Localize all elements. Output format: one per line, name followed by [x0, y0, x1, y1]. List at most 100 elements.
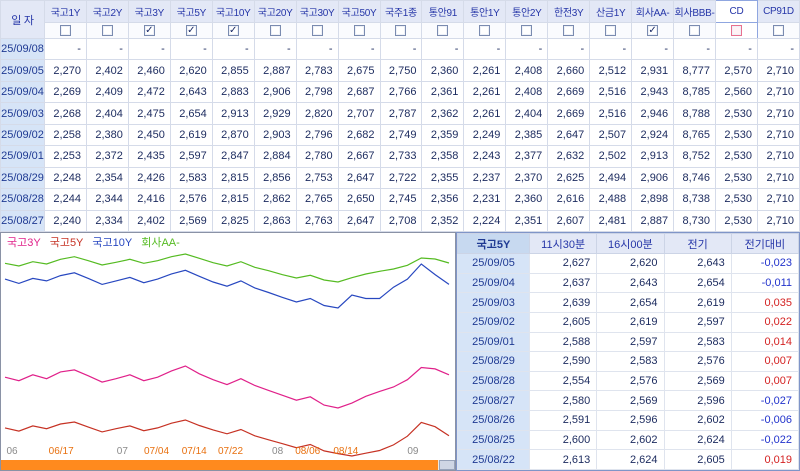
prev-cell: 2,569	[663, 370, 732, 392]
series-checkbox-10[interactable]	[479, 25, 491, 37]
intraday-row[interactable]: 25/09/03 2,639 2,654 2,619 0,035	[457, 292, 800, 313]
series-checkbox-16[interactable]	[730, 25, 742, 37]
value-cell: 2,847	[211, 145, 255, 168]
series-checkbox-1[interactable]	[101, 25, 113, 37]
scrollbar-thumb[interactable]	[1, 460, 438, 470]
checkbox-cell-3[interactable]: ✓	[169, 22, 213, 39]
column-header-2[interactable]: 국고3Y	[127, 0, 171, 23]
intraday-row[interactable]: 25/08/22 2,613 2,624 2,605 0,019	[457, 449, 800, 470]
scrollbar-end-box[interactable]	[439, 460, 455, 470]
series-checkbox-12[interactable]	[563, 25, 575, 37]
series-checkbox-2[interactable]: ✓	[143, 25, 155, 37]
checkbox-cell-16[interactable]	[715, 22, 758, 39]
daily-row[interactable]: 25/09/03 2,268 2,404 2,475 2,654 2,913 2,929 2,…	[0, 102, 800, 125]
t1600-cell: 2,576	[596, 370, 665, 392]
checkbox-cell-15[interactable]	[673, 22, 716, 39]
column-header-14[interactable]: 회사AA-	[631, 0, 675, 23]
intraday-row[interactable]: 25/09/04 2,637 2,643 2,654 -0,011	[457, 272, 800, 294]
value-cell: -	[673, 37, 716, 61]
column-header-0[interactable]: 국고1Y	[44, 0, 87, 23]
value-cell: 2,710	[756, 59, 800, 82]
series-checkbox-17[interactable]	[772, 25, 784, 37]
column-header-9[interactable]: 통안91	[421, 0, 465, 23]
legend-item-2: 국고10Y	[92, 237, 133, 249]
value-cell: 2,270	[44, 59, 87, 82]
series-checkbox-9[interactable]	[437, 25, 449, 37]
series-checkbox-7[interactable]	[353, 25, 365, 37]
checkbox-cell-13[interactable]	[589, 22, 633, 39]
daily-row[interactable]: 25/09/08- - - - - - - - - - - - - - - - - -	[0, 37, 800, 61]
checkbox-cell-7[interactable]	[337, 22, 381, 39]
checkbox-cell-9[interactable]	[421, 22, 465, 39]
column-header-3[interactable]: 국고5Y	[169, 0, 213, 23]
value-cell: -	[85, 37, 129, 61]
value-cell: 2,354	[85, 166, 129, 190]
intraday-row[interactable]: 25/08/27 2,580 2,569 2,596 -0,027	[457, 390, 800, 411]
checkbox-cell-10[interactable]	[463, 22, 507, 39]
value-cell: 2,560	[715, 80, 758, 104]
series-checkbox-3[interactable]: ✓	[185, 25, 197, 37]
series-checkbox-4[interactable]: ✓	[227, 25, 239, 37]
column-header-10[interactable]: 통안1Y	[463, 0, 507, 23]
column-header-11[interactable]: 통안2Y	[505, 0, 549, 23]
value-cell: 2,722	[379, 166, 423, 190]
t1130-cell: 2,590	[528, 351, 598, 372]
chart-range-scrollbar[interactable]	[1, 460, 455, 470]
value-cell: 8,746	[673, 166, 716, 190]
daily-row[interactable]: 25/09/04 2,269 2,409 2,472 2,643 2,883 2,906 2,…	[0, 80, 800, 104]
x-axis-tick-2: 07	[116, 446, 128, 457]
checkbox-cell-6[interactable]	[295, 22, 339, 39]
column-header-16[interactable]: CD	[715, 0, 758, 23]
t1600-cell: 2,596	[596, 410, 665, 431]
intraday-row[interactable]: 25/08/29 2,590 2,583 2,576 0,007	[457, 351, 800, 372]
daily-row[interactable]: 25/09/05 2,270 2,402 2,460 2,620 2,855 2,887 2,…	[0, 59, 800, 82]
value-cell: 2,402	[127, 209, 171, 232]
series-checkbox-13[interactable]	[605, 25, 617, 37]
daily-row[interactable]: 25/08/27 2,240 2,334 2,402 2,569 2,825 2,863 2,…	[0, 209, 800, 232]
value-cell: 2,856	[253, 166, 297, 190]
checkbox-cell-1[interactable]	[85, 22, 129, 39]
series-checkbox-15[interactable]	[689, 25, 701, 37]
checkbox-cell-5[interactable]	[253, 22, 297, 39]
daily-row[interactable]: 25/09/01 2,253 2,372 2,435 2,597 2,847 2,884 2,…	[0, 145, 800, 168]
series-line-3	[4, 253, 450, 283]
series-checkbox-5[interactable]	[269, 25, 281, 37]
column-header-7[interactable]: 국고50Y	[337, 0, 381, 23]
series-checkbox-6[interactable]	[311, 25, 323, 37]
column-header-1[interactable]: 국고2Y	[85, 0, 129, 23]
right-header-0[interactable]: 국고5Y	[457, 233, 530, 254]
daily-row[interactable]: 25/09/02 2,258 2,380 2,450 2,619 2,870 2,903 2,…	[0, 123, 800, 147]
intraday-row[interactable]: 25/09/05 2,627 2,620 2,643 -0,023	[457, 253, 800, 274]
daily-row[interactable]: 25/08/29 2,248 2,354 2,426 2,583 2,815 2,856 2,…	[0, 166, 800, 190]
checkbox-cell-14[interactable]: ✓	[631, 22, 675, 39]
series-checkbox-11[interactable]	[521, 25, 533, 37]
intraday-row[interactable]: 25/08/26 2,591 2,596 2,602 -0,006	[457, 410, 800, 431]
checkbox-cell-4[interactable]: ✓	[211, 22, 255, 39]
column-header-17[interactable]: CP91D	[756, 0, 800, 23]
column-header-15[interactable]: 회사BBB-	[673, 0, 716, 23]
series-checkbox-14[interactable]: ✓	[647, 25, 659, 37]
series-checkbox-0[interactable]	[59, 25, 71, 37]
series-checkbox-8[interactable]	[395, 25, 407, 37]
column-header-12[interactable]: 한전3Y	[547, 0, 591, 23]
checkbox-cell-11[interactable]	[505, 22, 549, 39]
value-cell: 2,710	[756, 209, 800, 232]
value-cell: 2,261	[463, 80, 507, 104]
column-header-8[interactable]: 국주1종	[379, 0, 423, 23]
value-cell: 2,570	[715, 59, 758, 82]
intraday-row[interactable]: 25/08/28 2,554 2,576 2,569 0,007	[457, 370, 800, 392]
checkbox-cell-12[interactable]	[547, 22, 591, 39]
column-header-6[interactable]: 국고30Y	[295, 0, 339, 23]
checkbox-cell-17[interactable]	[756, 22, 800, 39]
column-header-13[interactable]: 산금1Y	[589, 0, 633, 23]
checkbox-cell-0[interactable]	[44, 22, 87, 39]
intraday-row[interactable]: 25/09/01 2,588 2,597 2,583 0,014	[457, 331, 800, 353]
intraday-row[interactable]: 25/09/02 2,605 2,619 2,597 0,022	[457, 311, 800, 333]
checkbox-cell-2[interactable]: ✓	[127, 22, 171, 39]
checkbox-cell-8[interactable]	[379, 22, 423, 39]
value-cell: 2,710	[756, 102, 800, 125]
intraday-row[interactable]: 25/08/25 2,600 2,602 2,624 -0,022	[457, 429, 800, 451]
column-header-5[interactable]: 국고20Y	[253, 0, 297, 23]
daily-row[interactable]: 25/08/28 2,244 2,344 2,416 2,576 2,815 2,862 2,…	[0, 188, 800, 211]
column-header-4[interactable]: 국고10Y	[211, 0, 255, 23]
